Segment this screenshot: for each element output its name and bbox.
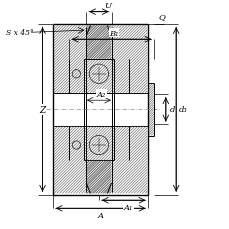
Text: d: d — [169, 106, 174, 114]
Text: U: U — [104, 2, 111, 10]
Text: A: A — [97, 211, 103, 219]
Text: Z: Z — [39, 105, 46, 114]
Text: A₂: A₂ — [96, 90, 105, 98]
Text: B₁: B₁ — [109, 30, 118, 38]
Text: S x 45°: S x 45° — [5, 29, 33, 37]
Text: Q: Q — [158, 13, 165, 21]
Text: A₁: A₁ — [123, 203, 132, 211]
Text: d₃: d₃ — [178, 106, 187, 114]
